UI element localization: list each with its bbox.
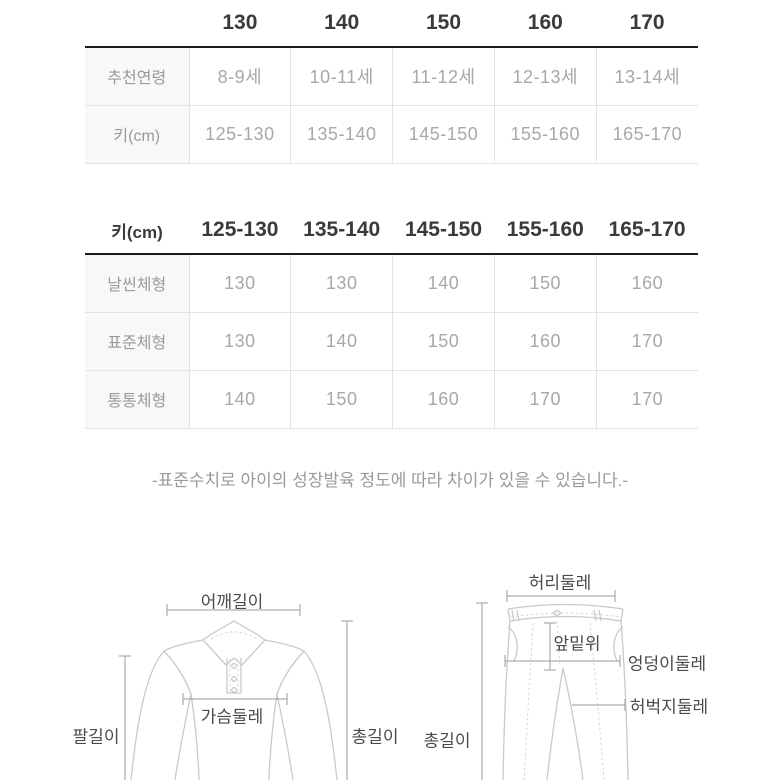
column-header: 145-150 [392, 207, 495, 255]
table-cell: 170 [493, 370, 597, 429]
table-cell: 150 [392, 312, 495, 371]
pants-total-length-label: 총길이 [423, 731, 471, 751]
table-cell: 155-160 [493, 105, 597, 164]
table-cell: 12-13세 [493, 47, 597, 106]
waist-girth-label: 허리둘레 [528, 573, 592, 593]
column-header: 165-170 [596, 207, 698, 255]
row-label: 표준체형 [85, 312, 189, 371]
age-height-table: 130 140 150 160 170 추천연령 8-9세 10-11세 11-12세 12-13… [85, 0, 698, 164]
table-cell: 140 [290, 312, 393, 371]
table-cell: 125-130 [188, 105, 291, 164]
column-header: 130 [189, 0, 291, 48]
chest-girth-label: 가슴둘레 [200, 707, 264, 727]
row-label: 날씬체형 [85, 254, 189, 313]
table-cell: 135-140 [290, 105, 393, 164]
row-label: 추천연령 [85, 47, 189, 106]
column-header: 155-160 [494, 207, 597, 255]
header-row: 키(cm) 125-130 135-140 145-150 155-160 165-170 [85, 207, 698, 255]
column-header: 160 [494, 0, 597, 48]
table-cell: 170 [595, 370, 698, 429]
table-row: 통통체형 140 150 160 170 170 [85, 370, 698, 429]
header-row: 130 140 150 160 170 [85, 0, 698, 48]
table-cell: 150 [493, 254, 597, 313]
column-header: 135-140 [290, 207, 393, 255]
arm-length-label: 팔길이 [72, 727, 120, 747]
pants-drawing [476, 590, 629, 780]
table-cell: 13-14세 [595, 47, 698, 106]
corner-header [85, 0, 189, 48]
table-row: 날씬체형 130 130 140 150 160 [85, 254, 698, 313]
table-cell: 170 [595, 312, 698, 371]
shirt-measure-lines [119, 604, 353, 780]
shirt-drawing [119, 604, 353, 780]
table-cell: 10-11세 [290, 47, 393, 106]
table-cell: 140 [188, 370, 291, 429]
corner-header: 키(cm) [85, 207, 189, 255]
front-rise-label: 앞밑위 [553, 634, 601, 654]
table-cell: 160 [595, 254, 698, 313]
size-note: -표준수치로 아이의 성장발육 정도에 따라 차이가 있을 수 있습니다.- [151, 471, 629, 490]
column-header: 170 [596, 0, 698, 48]
table-cell: 130 [188, 254, 291, 313]
table-cell: 130 [188, 312, 291, 371]
table-row: 표준체형 130 140 150 160 170 [85, 312, 698, 371]
column-header: 140 [290, 0, 393, 48]
table-cell: 8-9세 [188, 47, 291, 106]
table-cell: 165-170 [595, 105, 698, 164]
shirt-total-length-label: 총길이 [351, 727, 399, 747]
table-row: 추천연령 8-9세 10-11세 11-12세 12-13세 13-14세 [85, 47, 698, 106]
table-cell: 150 [290, 370, 393, 429]
pants-measure-lines [476, 590, 626, 780]
table-cell: 145-150 [392, 105, 495, 164]
column-header: 150 [392, 0, 495, 48]
table-cell: 11-12세 [392, 47, 495, 106]
shoulder-length-label: 어깨길이 [200, 592, 264, 612]
thigh-girth-label: 허벅지둘레 [629, 697, 709, 717]
row-label: 키(cm) [85, 105, 189, 164]
table-cell: 160 [493, 312, 597, 371]
table-row: 키(cm) 125-130 135-140 145-150 155-160 165-170 [85, 105, 698, 164]
measurement-diagram: 어깨길이 가슴둘레 팔길이 총길이 허리둘레 앞밑위 엉덩이둘레 허벅지둘레 총… [0, 553, 780, 780]
table-cell: 140 [392, 254, 495, 313]
table-cell: 130 [290, 254, 393, 313]
hip-girth-label: 엉덩이둘레 [627, 654, 707, 674]
body-type-table: 키(cm) 125-130 135-140 145-150 155-160 165-170… [85, 207, 698, 429]
column-header: 125-130 [189, 207, 291, 255]
table-cell: 160 [392, 370, 495, 429]
row-label: 통통체형 [85, 370, 189, 429]
